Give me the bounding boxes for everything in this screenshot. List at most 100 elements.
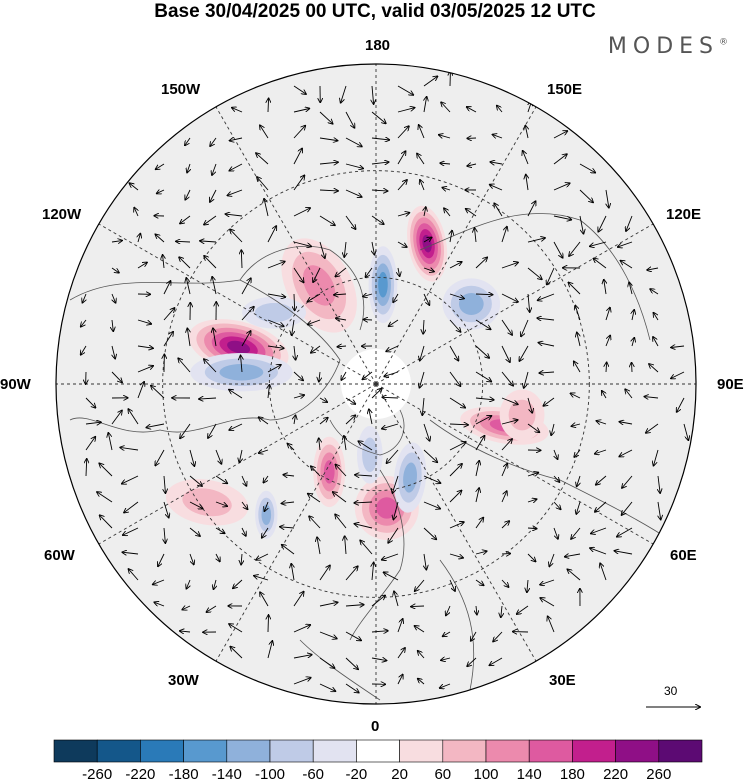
colorbar-tick-label: -260 [82,766,113,783]
wind-vector [129,183,139,191]
wind-vector [440,683,451,688]
wind-vector [186,278,191,295]
wind-vector [527,473,538,476]
wind-vector [449,464,462,477]
wind-vector [423,319,424,334]
lon-label-90w: 90W [0,376,31,393]
anomaly-high [182,488,232,517]
wind-vector [494,203,503,217]
map-border [55,63,697,705]
wind-vector [282,545,295,555]
wind-vector [259,417,269,425]
meridian-line [375,106,537,385]
wind-vector [646,423,659,433]
wind-vector [474,228,476,243]
wind-vector [204,215,217,225]
wind-vector [471,631,477,641]
wind-vector [293,208,310,217]
wind-vector [180,423,191,438]
wind-vector [548,616,555,633]
wind-vector [467,107,477,113]
wind-vector [138,234,140,243]
colorbar-tick-label: 140 [516,766,542,783]
wind-vector [632,338,634,347]
wind-vector [415,626,425,633]
wind-vector [490,162,503,164]
wind-vector [293,175,304,191]
wind-vector [180,631,191,632]
wind-vector [579,163,595,173]
wind-vector [501,371,513,386]
colorbar-swatch [140,739,184,763]
wind-vector [397,108,414,113]
wind-vector [574,361,581,373]
wind-vector [212,163,217,175]
wind-vector [206,605,217,612]
wind-vector [501,605,502,617]
wind-vector [311,345,321,353]
wind-vector [523,151,529,165]
wind-vector [658,501,661,519]
wind-vector [319,683,335,691]
wind-vector [112,293,116,303]
wind-vector [671,346,685,348]
wind-vector [572,424,581,426]
wind-vector [213,328,217,347]
wind-vector [176,241,191,242]
lon-label-150w: 150W [161,81,201,98]
wind-vector [85,422,101,424]
wind-vector [392,475,399,493]
wind-vector [226,214,243,216]
wind-vector [449,579,455,591]
colorbar-swatch [269,739,314,763]
wind-vector [501,439,512,451]
wind-vector [260,592,269,607]
wind-vector [263,475,269,483]
wind-vector [241,250,242,269]
wind-vector [626,215,633,231]
wind-vector [388,527,399,543]
wind-vector [619,449,633,457]
wind-vector [229,423,243,430]
colorbar-swatch [528,739,573,763]
wind-vector [153,579,165,584]
wind-vector [371,658,386,661]
wind-vector [424,97,427,113]
colorbar-tick-label: -100 [254,766,286,783]
wind-vector [267,346,284,348]
wind-vector [553,475,559,482]
wind-vector [241,475,246,486]
colorbar-tick-label: 20 [391,766,408,783]
wind-vector [397,151,406,165]
wind-vector [227,189,243,195]
wind-vector [137,346,153,348]
wind-vector [683,423,688,440]
wind-vector [525,126,528,139]
wind-vector [577,333,580,347]
wind-vector [309,516,321,529]
wind-vector [111,411,122,425]
wind-vector [319,215,335,225]
wind-vector [551,423,554,435]
wind-vector [449,397,465,408]
colorbar-tick-label: 220 [603,766,629,783]
wind-vector [233,579,243,588]
wind-vector [527,423,539,432]
wind-vector [527,499,537,502]
wind-vector [215,527,225,533]
meridian-line [375,383,537,662]
wind-vector [619,422,633,424]
wind-vector [382,397,399,398]
wind-vector [260,125,269,139]
wind-vector [591,527,607,534]
wind-vector [178,358,191,373]
wind-vector [335,514,347,529]
wind-vector [553,501,561,509]
wind-vector [229,390,243,399]
wind-vector [420,345,425,361]
wind-vector [476,605,477,614]
wind-vector [475,294,492,295]
wind-vector [475,257,487,269]
wind-vector [157,190,165,193]
wind-vector [212,277,217,295]
